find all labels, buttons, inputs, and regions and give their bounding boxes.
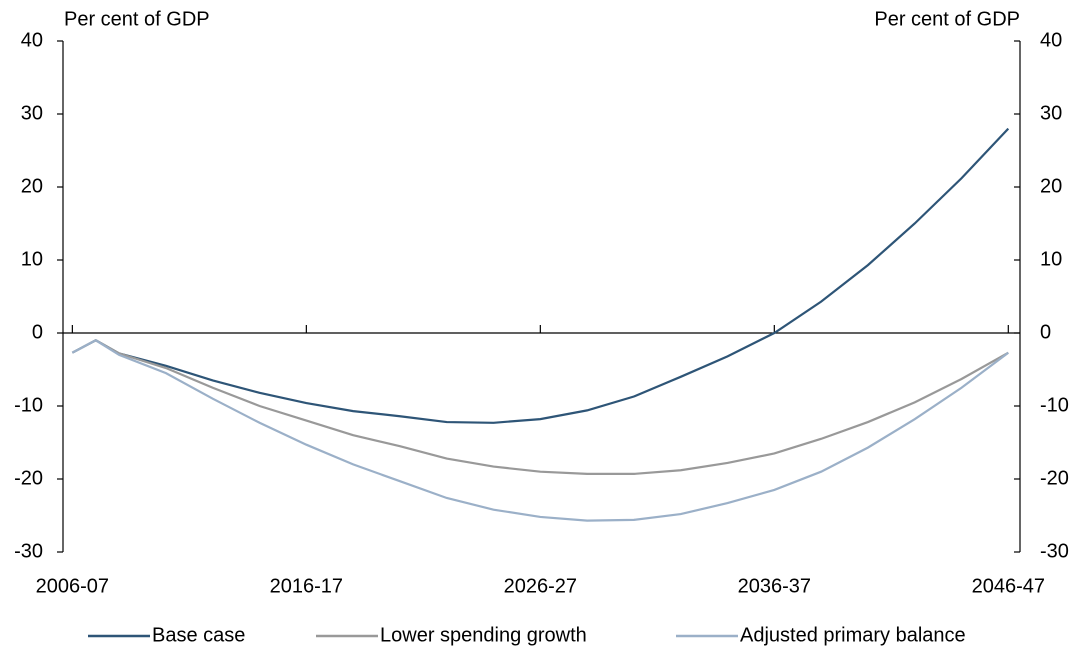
x-tick-label: 2016-17	[270, 575, 343, 597]
y2-tick-label: -20	[1040, 467, 1069, 489]
y-tick-label: 20	[21, 175, 43, 197]
legend-label: Lower spending growth	[380, 624, 587, 646]
y2-tick-label: -10	[1040, 394, 1069, 416]
series-line	[71, 127, 1010, 424]
series-line	[71, 339, 1009, 475]
y-tick-label: -20	[14, 467, 43, 489]
y2-tick-label: 20	[1040, 175, 1062, 197]
y2-tick-label: 10	[1040, 248, 1062, 270]
x-tick-label: 2046-47	[972, 575, 1045, 597]
y-tick-label: -30	[14, 540, 43, 562]
y-tick-label: 40	[21, 29, 43, 51]
y2-axis-label: Per cent of GDP	[874, 8, 1020, 30]
y2-tick-label: -30	[1040, 540, 1069, 562]
x-tick-label: 2026-27	[504, 575, 577, 597]
x-tick-label: 2006-07	[36, 575, 109, 597]
y-tick-label: -10	[14, 394, 43, 416]
y-tick-label: 30	[21, 102, 43, 124]
series-line	[71, 339, 1009, 522]
y-axis-label: Per cent of GDP	[64, 8, 210, 30]
y2-tick-label: 40	[1040, 29, 1062, 51]
y2-tick-label: 0	[1040, 321, 1051, 343]
y-tick-label: 10	[21, 248, 43, 270]
x-tick-label: 2036-37	[738, 575, 811, 597]
y2-tick-label: 30	[1040, 102, 1062, 124]
legend-label: Adjusted primary balance	[740, 624, 966, 646]
legend-label: Base case	[152, 624, 245, 646]
y-tick-label: 0	[32, 321, 43, 343]
